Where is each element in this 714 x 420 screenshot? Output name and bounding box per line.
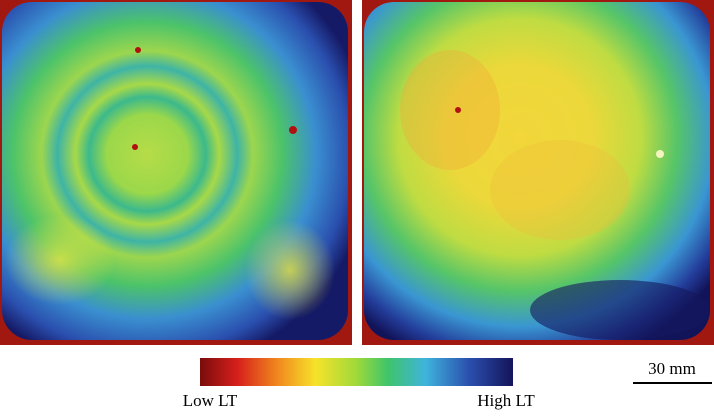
- colorbar-low-label: Low LT: [183, 391, 238, 410]
- left-map: [0, 0, 352, 345]
- colorbar-high-label: High LT: [477, 391, 535, 410]
- colorbar: [200, 358, 513, 386]
- right-map: [362, 0, 714, 345]
- scale-bar-label: 30 mm: [648, 359, 696, 378]
